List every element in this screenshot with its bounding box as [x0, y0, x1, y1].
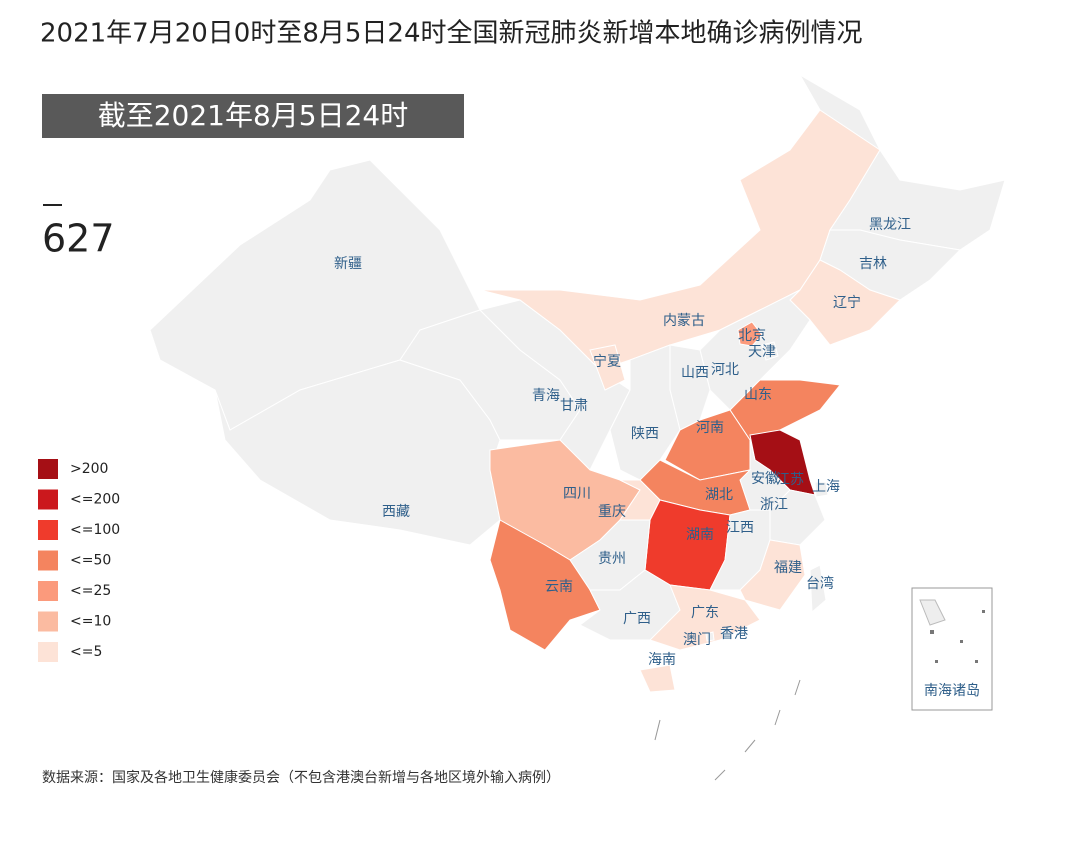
sea-dashes — [654, 679, 801, 781]
region-label: 内蒙古 — [663, 313, 705, 329]
region-label: 吉林 — [859, 256, 887, 272]
legend: >200 <=200 <=100 <=50 <=25 <=10 <=5 — [38, 459, 120, 662]
region-label: 贵州 — [598, 551, 626, 567]
badge-bg — [42, 94, 464, 138]
region-label: 河南 — [696, 420, 724, 436]
regions — [149, 73, 1006, 693]
region-label: 山东 — [744, 387, 772, 403]
region — [589, 344, 626, 391]
region — [705, 631, 715, 642]
region — [721, 627, 732, 638]
region-label: 甘肃 — [560, 398, 588, 414]
region-label: 云南 — [545, 579, 573, 595]
region-label: 青海 — [532, 388, 560, 404]
region-label: 上海 — [812, 479, 840, 495]
legend-swatch — [38, 459, 58, 479]
region-label: 陕西 — [631, 426, 659, 442]
legend-label: >200 — [70, 461, 108, 477]
region-label: 重庆 — [598, 504, 626, 520]
region-label: 浙江 — [760, 497, 788, 513]
total: 627 — [42, 217, 115, 261]
legend-label: <=25 — [70, 583, 111, 599]
inset-label: 南海诸岛 — [924, 683, 980, 699]
legend-label: <=5 — [70, 644, 102, 660]
region — [814, 481, 829, 498]
region-label: 江苏 — [776, 472, 804, 488]
region-label: 台湾 — [806, 575, 834, 592]
region-label: 福建 — [774, 560, 802, 576]
region-label: 广东 — [691, 605, 719, 621]
region — [649, 584, 761, 651]
region-label: 辽宁 — [833, 294, 861, 311]
region-label: 宁夏 — [593, 353, 621, 370]
legend-swatch — [38, 489, 58, 510]
legend-label: <=100 — [70, 522, 120, 538]
title: 2021年7月20日0时至8月5日24时全国新冠肺炎新增本地确诊病例情况 — [40, 19, 863, 49]
inset-land — [919, 599, 946, 626]
legend-swatch — [38, 520, 58, 540]
region — [737, 321, 763, 347]
region — [761, 341, 779, 361]
region-label: 湖北 — [705, 487, 733, 503]
source: 数据来源：国家及各地卫生健康委员会（不包含港澳台新增与各地区境外输入病例） — [42, 769, 560, 786]
region — [639, 664, 676, 693]
legend-swatch — [38, 611, 58, 632]
region — [489, 519, 601, 651]
legend-swatch — [38, 642, 58, 662]
region-label: 江西 — [726, 520, 754, 536]
region-label: 北京 — [738, 328, 766, 344]
region-label: 新疆 — [334, 256, 362, 272]
inset-islands — [930, 610, 985, 663]
legend-swatch — [38, 550, 58, 571]
legend-label: <=200 — [70, 492, 120, 508]
region — [739, 539, 806, 611]
region-label: 海南 — [648, 652, 676, 668]
legend-label: <=10 — [70, 614, 111, 630]
region-label: 黑龙江 — [869, 217, 911, 233]
region-label: 湖南 — [686, 527, 714, 543]
region-label: 四川 — [563, 486, 591, 502]
region-label: 西藏 — [382, 504, 410, 520]
legend-swatch — [38, 581, 58, 601]
region-label: 香港 — [720, 626, 748, 642]
region — [809, 564, 827, 614]
region-label: 天津 — [748, 344, 776, 360]
badge: 截至2021年8月5日24时 — [98, 99, 409, 132]
region-label: 广西 — [623, 611, 651, 627]
legend-label: <=50 — [70, 553, 111, 569]
region-label: 安徽 — [751, 471, 779, 487]
region-label: 山西 — [681, 365, 709, 381]
region-label: 澳门 — [683, 632, 711, 648]
region-label: 河北 — [711, 362, 739, 378]
